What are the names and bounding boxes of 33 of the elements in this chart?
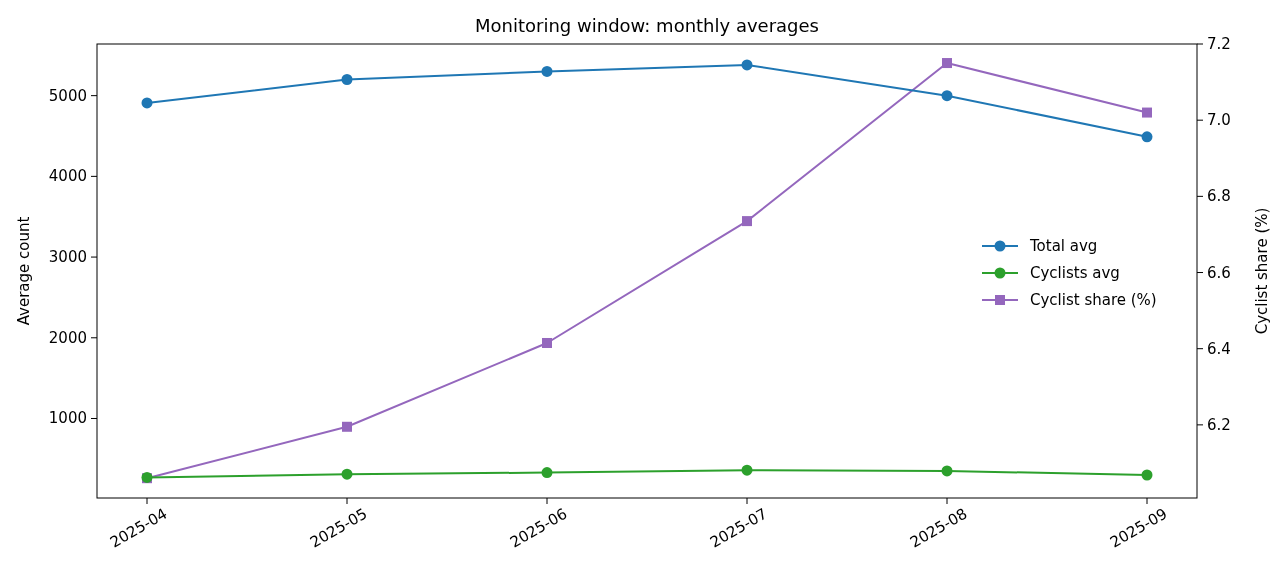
chart-title: Monitoring window: monthly averages: [475, 15, 819, 36]
legend-label: Cyclists avg: [1030, 264, 1120, 282]
y-tick-label: 2000: [48, 328, 87, 347]
point: [541, 467, 553, 479]
point: [741, 59, 753, 71]
y2-axis-title: Cyclist share (%): [1253, 207, 1271, 335]
y2-tick-label: 7.2: [1207, 35, 1231, 53]
point: [742, 216, 752, 227]
y-tick-label: 4000: [48, 167, 87, 186]
y2-tick-label: 6.8: [1207, 187, 1231, 206]
y-tick-label: 1000: [48, 409, 87, 428]
legend-label: Cyclist share (%): [1030, 291, 1157, 309]
point: [1142, 107, 1152, 118]
y2-tick-label: 6.2: [1207, 415, 1231, 434]
point: [542, 337, 552, 348]
point: [541, 65, 553, 77]
point: [1141, 131, 1153, 143]
point: [341, 468, 353, 480]
point: [741, 464, 753, 476]
y2-tick-label: 6.4: [1207, 339, 1231, 358]
legend-label: Total avg: [1029, 237, 1098, 255]
y-axis-title: Average count: [15, 216, 33, 326]
point: [942, 58, 952, 69]
point: [141, 97, 153, 109]
point: [342, 421, 352, 432]
y-tick-label: 5000: [48, 86, 87, 105]
y2-tick-label: 6.6: [1207, 263, 1231, 282]
point: [1141, 469, 1153, 481]
point: [341, 74, 353, 86]
point: [941, 465, 953, 477]
y-tick-label: 3000: [48, 248, 87, 267]
y2-tick-label: 7.0: [1207, 111, 1231, 130]
point: [941, 90, 953, 102]
